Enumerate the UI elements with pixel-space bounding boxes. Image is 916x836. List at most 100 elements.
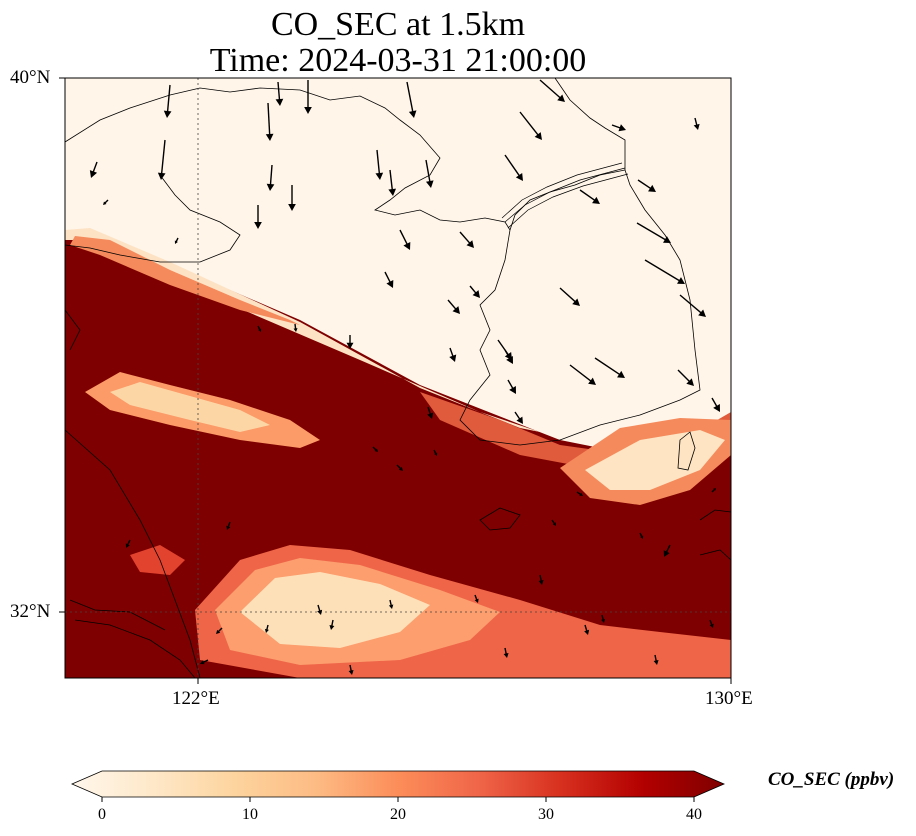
colorbar-label: CO_SEC (ppbv) [768, 769, 895, 790]
wind-vector-head [474, 598, 479, 603]
wind-vector-head [592, 196, 600, 204]
wind-vector-head [617, 370, 625, 378]
wind-vector-head [346, 342, 354, 349]
map-frame [64, 77, 732, 679]
colorbar-ticks [101, 797, 695, 802]
colorbar-tick-label: 30 [538, 806, 554, 823]
lat-label-32N: 32°N [10, 601, 51, 622]
wind-vector-head [275, 98, 284, 106]
plume-east-core [585, 430, 725, 490]
wind-vector-head [534, 132, 542, 140]
wind-vector-shaft [636, 222, 668, 242]
lon-label-122E: 122°E [172, 688, 220, 709]
wind-vector-head [472, 290, 480, 298]
wind-vector-head [317, 609, 323, 615]
wind-vector-head [125, 543, 130, 548]
wind-vector-shaft [269, 164, 273, 187]
wind-vector-shaft [579, 189, 597, 203]
wind-vector-shaft [406, 81, 414, 115]
plume-small-west [130, 545, 185, 575]
colorbar-tick-label: 0 [98, 806, 106, 823]
wind-vector-head [266, 183, 275, 191]
wind-vector-shaft [376, 149, 381, 176]
wind-vector-head [293, 328, 298, 332]
wind-vector-head [103, 201, 107, 205]
wind-vector-head [516, 416, 523, 424]
band-edge-north [70, 236, 300, 325]
axis-ticks [59, 77, 732, 684]
wind-vector-shaft [559, 287, 578, 304]
wind-vector-head [288, 204, 296, 211]
wind-vector-head [584, 629, 590, 635]
wind-vector-shaft [504, 154, 522, 178]
wind-vector-head [506, 356, 513, 364]
wind-vector-head [686, 378, 694, 386]
wind-vector-shaft [539, 79, 563, 100]
wind-vector-head [348, 670, 354, 675]
wind-vector-shaft [160, 139, 166, 176]
wind-vector-head [552, 522, 556, 526]
wind-vector-head [403, 242, 411, 250]
wind-vector-head [618, 124, 626, 132]
wind-vector-shaft [425, 159, 431, 184]
wind-vector-head [388, 188, 397, 196]
wind-vector-head [304, 107, 312, 114]
map-plot-area [65, 78, 731, 678]
wind-vector-head [163, 110, 172, 118]
wind-vector-head [648, 184, 656, 192]
wind-vector-head [452, 306, 460, 314]
plume-south-core [240, 572, 430, 648]
wind-vector-head [709, 623, 714, 628]
wind-vector-head [386, 280, 394, 288]
wind-vector-head [677, 277, 685, 284]
wind-vector-head [579, 492, 583, 496]
gridlines [65, 78, 731, 678]
wind-vector-head [174, 240, 178, 244]
wind-vector-head [509, 386, 516, 394]
wind-vector-head [374, 448, 378, 452]
wind-vector-head [375, 172, 384, 180]
colorbar-tick-label: 10 [242, 806, 258, 823]
wind-vector-head [515, 173, 523, 181]
wind-vector-head [226, 525, 231, 530]
country-border [501, 162, 629, 229]
wind-vector-head [663, 236, 671, 243]
wind-vector-head [653, 660, 659, 665]
wind-vector-shaft [677, 369, 692, 384]
wind-vector-shaft [277, 81, 281, 102]
wind-vector-shaft [644, 259, 682, 283]
map-subtitle-time: Time: 2024-03-31 21:00:00 [209, 42, 587, 79]
wind-vector-head [89, 170, 98, 178]
wind-vector-head [538, 580, 544, 585]
colorbar [70, 770, 726, 798]
wind-vector-head [640, 535, 644, 539]
wind-vector-head [693, 123, 700, 130]
colorbar-tick-label: 40 [686, 806, 702, 823]
wind-vector-head [254, 222, 262, 229]
wind-vector-shaft [569, 364, 594, 383]
wind-vector-head [663, 550, 670, 557]
wind-vector-head [427, 412, 434, 419]
coastlines [65, 78, 731, 678]
wind-vector-head [388, 604, 394, 609]
wind-vector-head [434, 452, 438, 456]
lon-label-130E: 130°E [705, 688, 753, 709]
wind-vector-head [408, 110, 417, 118]
wind-vectors [89, 79, 720, 675]
wind-vector-shaft [267, 102, 271, 137]
wind-vector-head [713, 488, 716, 491]
wind-vector-head [503, 653, 509, 658]
wind-vector-head [200, 660, 205, 665]
wind-vector-shaft [679, 294, 704, 315]
wind-vector-shaft [594, 357, 622, 377]
map-title: CO_SEC at 1.5km [270, 6, 526, 43]
wind-vector-head [572, 298, 580, 306]
wind-vector-shaft [459, 231, 472, 246]
colorbar-tick-label: 20 [390, 806, 406, 823]
wind-vector-shaft [399, 229, 409, 247]
wind-vector-head [698, 309, 706, 317]
wind-vector-head [216, 629, 221, 634]
wind-vector-head [157, 172, 166, 180]
wind-vector-shaft [637, 179, 653, 191]
